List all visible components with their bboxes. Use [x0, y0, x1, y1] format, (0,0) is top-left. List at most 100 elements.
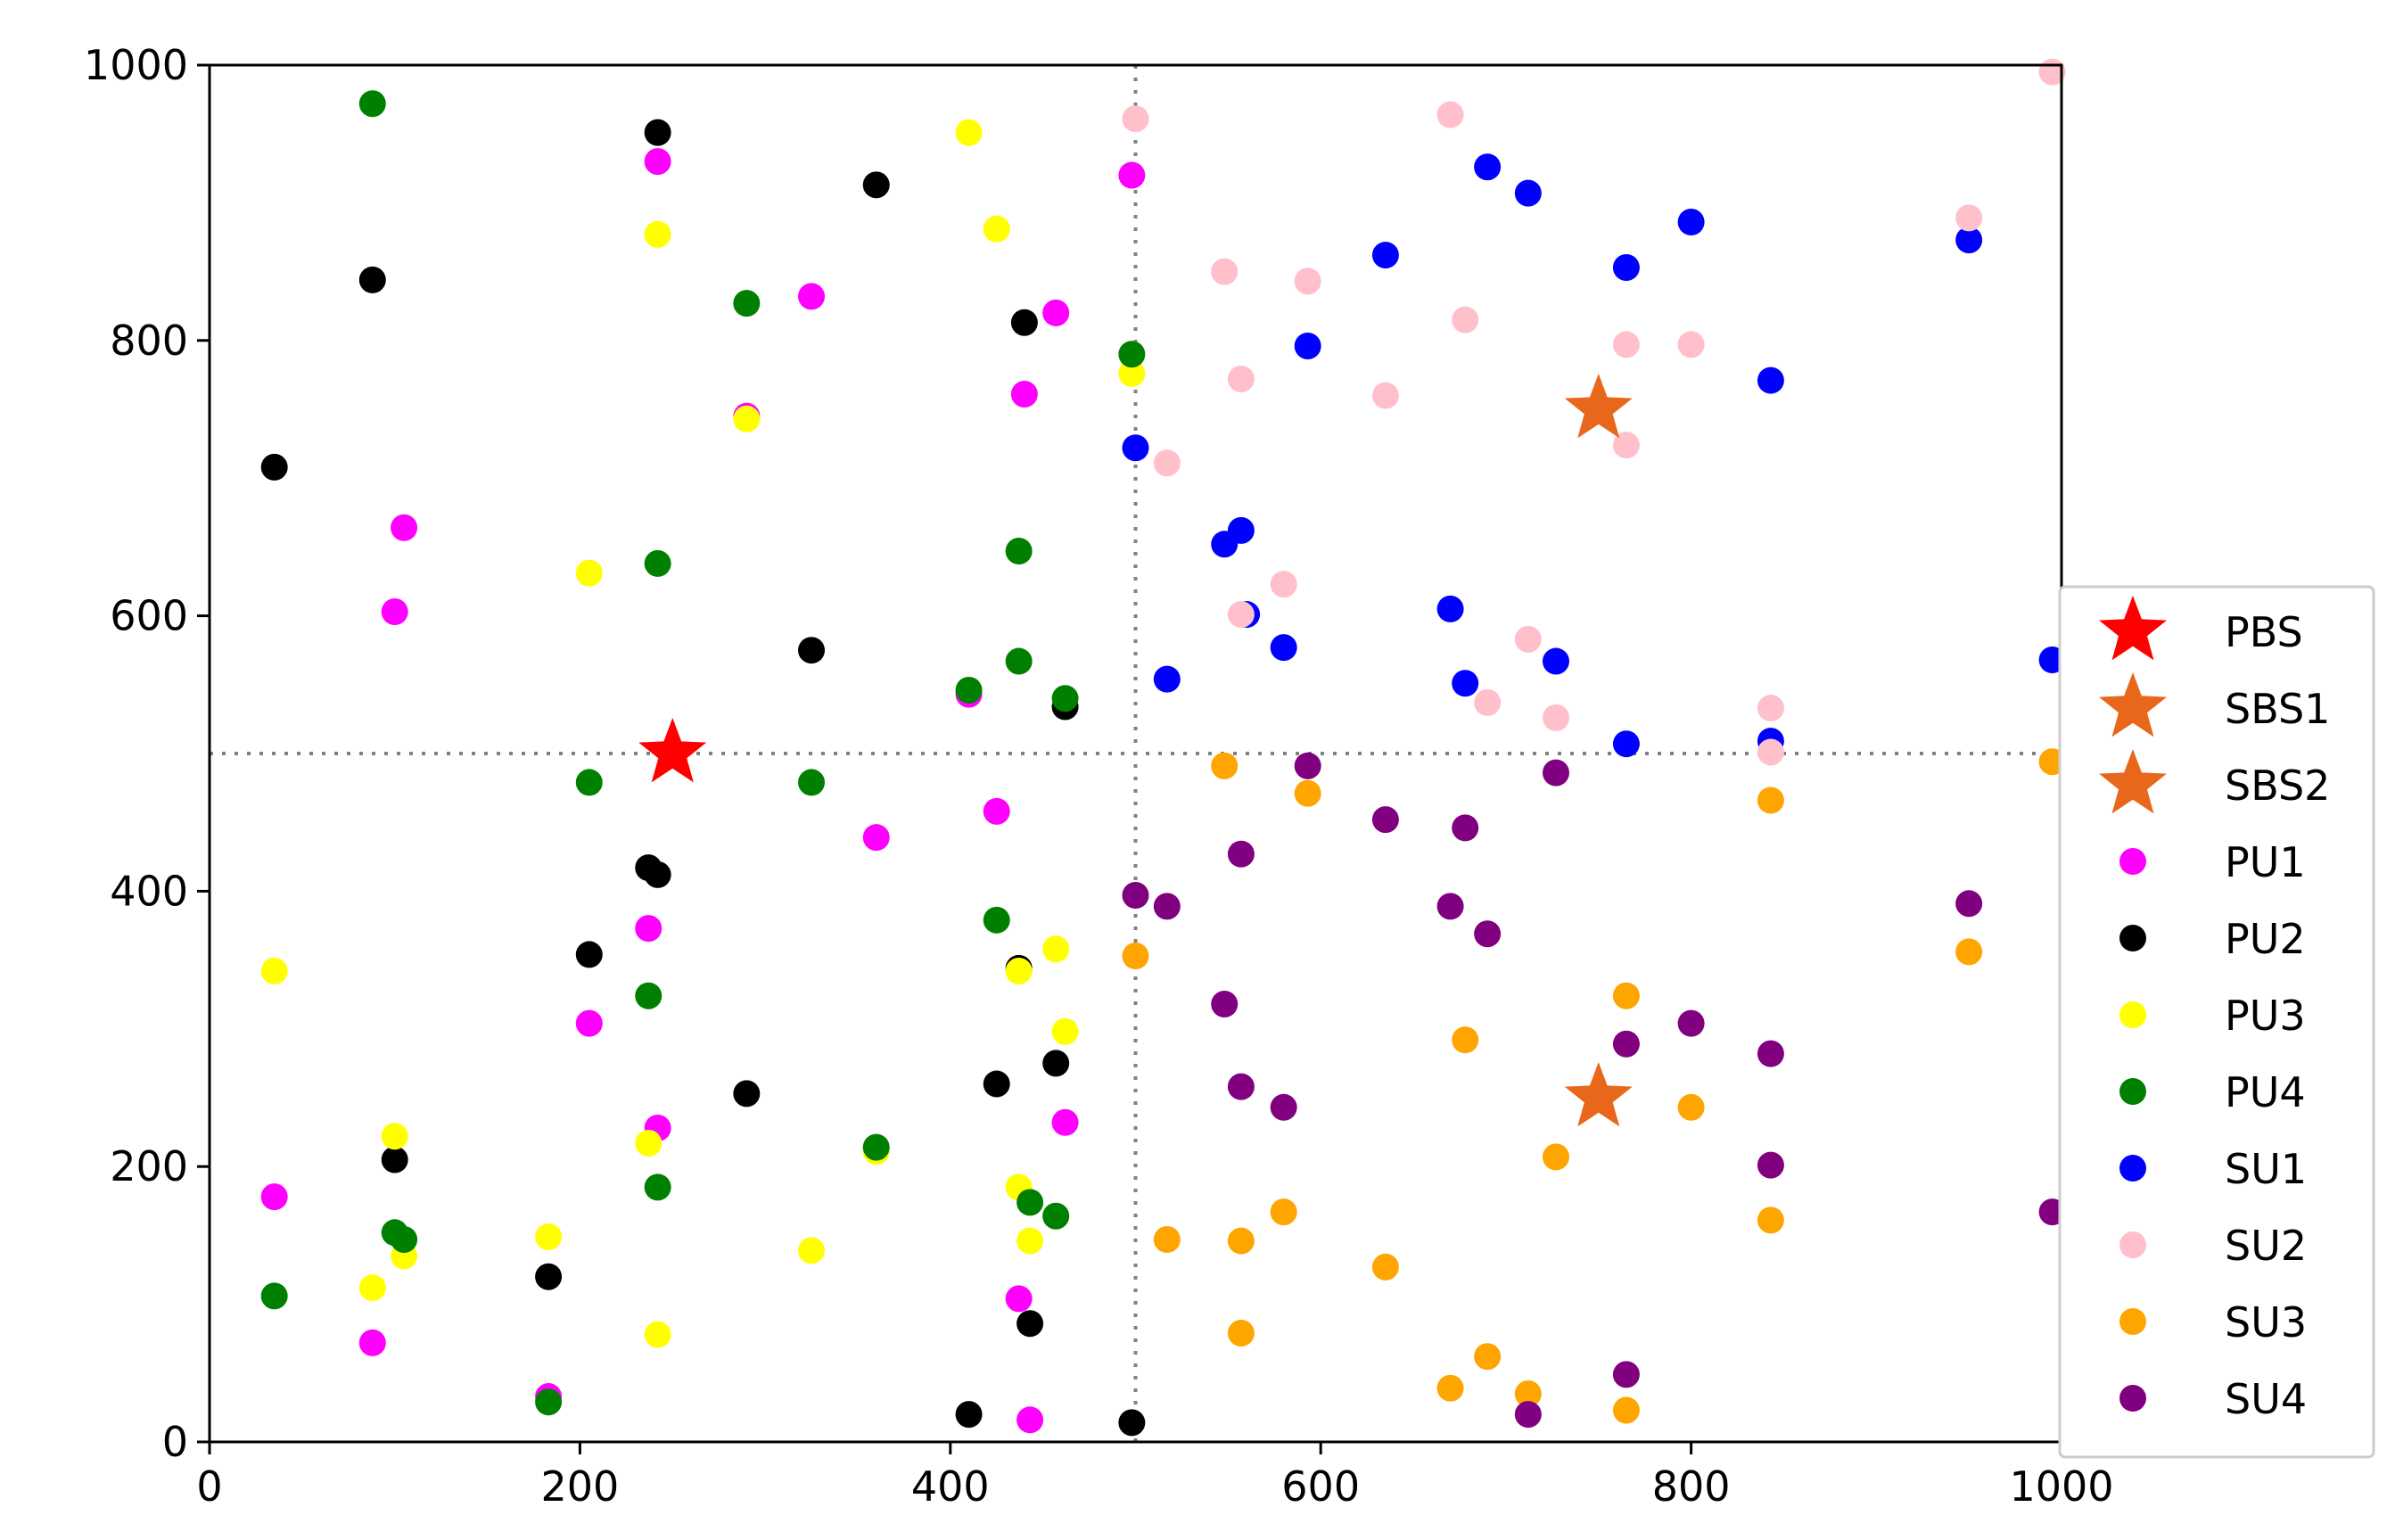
point-pu3	[1051, 1017, 1079, 1045]
reference-lines	[210, 65, 2062, 1442]
legend: PBS SBS1 SBS2 PU1 PU2 PU3 PU4 SU1 SU2 SU3 SU4	[2058, 585, 2375, 1459]
point-su4	[1371, 806, 1399, 834]
point-pu3	[260, 957, 288, 984]
point-su1	[1371, 242, 1399, 269]
point-su1	[1612, 730, 1640, 758]
point-pu2	[535, 1263, 563, 1290]
point-su1	[1677, 209, 1705, 236]
data-points	[260, 58, 2066, 1437]
series-su1	[1122, 153, 2066, 758]
point-pu3	[635, 1129, 663, 1157]
point-pu1	[1051, 1108, 1079, 1136]
legend-label-su2: SU2	[2225, 1222, 2307, 1270]
y-tick-label: 1000	[84, 41, 188, 89]
point-pu4	[733, 290, 761, 317]
y-tick-label: 200	[110, 1142, 188, 1190]
point-su2	[1612, 331, 1640, 358]
point-pu1	[862, 824, 890, 852]
point-su2	[1436, 101, 1464, 128]
point-pu2	[1010, 309, 1038, 336]
point-su2	[1211, 258, 1239, 285]
point-su2	[1757, 695, 1784, 722]
point-su2	[1474, 688, 1502, 716]
series-pbs	[638, 718, 707, 783]
point-su3	[1677, 1093, 1705, 1121]
point-pu4	[535, 1388, 563, 1416]
point-su3	[1211, 752, 1239, 779]
point-su4	[1227, 1073, 1255, 1100]
point-pu2	[798, 637, 826, 664]
point-pu3	[1042, 935, 1070, 963]
point-su3	[1514, 1379, 1542, 1407]
point-pu3	[798, 1237, 826, 1264]
point-su3	[1371, 1253, 1399, 1281]
point-pu1	[798, 283, 826, 310]
y-tick-label: 0	[162, 1418, 188, 1466]
point-pu4	[358, 90, 386, 118]
point-pu3	[955, 119, 983, 146]
point-su2	[1122, 105, 1149, 133]
point-su2	[1757, 738, 1784, 766]
point-pu1	[635, 915, 663, 943]
point-su4	[1612, 1030, 1640, 1058]
star-marker-sbs1	[1564, 374, 1633, 439]
point-pu3	[575, 559, 603, 587]
point-pu3	[644, 220, 671, 248]
star-marker-pbs	[638, 718, 707, 783]
legend-marker-su3	[2119, 1308, 2146, 1335]
point-pu2	[381, 1146, 408, 1174]
point-su3	[1122, 942, 1149, 969]
point-su2	[1452, 306, 1479, 334]
point-su4	[1270, 1093, 1297, 1121]
point-su2	[1371, 382, 1399, 409]
point-su4	[1436, 893, 1464, 920]
point-pu2	[955, 1401, 983, 1429]
point-su4	[1677, 1009, 1705, 1037]
legend-label-su1: SU1	[2225, 1145, 2307, 1193]
point-pu3	[983, 215, 1010, 243]
legend-label-sbs2: SBS2	[2225, 762, 2330, 810]
point-su3	[1757, 786, 1784, 814]
legend-marker-pu1	[2119, 848, 2146, 875]
point-su3	[1542, 1143, 1569, 1171]
legend-marker-sbs1	[2099, 672, 2167, 737]
point-pu4	[955, 676, 983, 704]
point-su4	[1757, 1040, 1784, 1067]
point-su4	[1955, 890, 1983, 918]
point-pu4	[635, 982, 663, 1009]
point-pu1	[381, 597, 408, 625]
point-su4	[1757, 1151, 1784, 1179]
point-pu3	[644, 1321, 671, 1348]
point-su3	[1612, 1396, 1640, 1424]
point-su1	[1122, 434, 1149, 462]
point-pu1	[575, 1009, 603, 1037]
x-tick-label: 0	[196, 1462, 222, 1511]
point-pu1	[1005, 1285, 1033, 1313]
point-su1	[1270, 634, 1297, 662]
point-su3	[1757, 1206, 1784, 1234]
point-pu4	[1042, 1202, 1070, 1230]
point-su1	[1294, 332, 1321, 359]
point-su3	[1270, 1198, 1297, 1226]
point-pu4	[391, 1226, 418, 1254]
legend-label-pu2: PU2	[2225, 915, 2306, 963]
series-su4	[1122, 752, 2066, 1429]
point-su1	[1955, 226, 1983, 254]
point-su1	[1436, 595, 1464, 622]
point-pu4	[260, 1282, 288, 1310]
legend-label-sbs1: SBS1	[2225, 685, 2330, 733]
legend-marker-pbs	[2099, 596, 2167, 661]
legend-label-pbs: PBS	[2225, 608, 2303, 656]
point-pu2	[983, 1070, 1010, 1098]
point-su1	[1474, 153, 1502, 181]
point-su2	[1153, 449, 1181, 477]
point-su3	[1612, 982, 1640, 1009]
legend-label-pu3: PU3	[2225, 992, 2306, 1040]
y-tick-label: 600	[110, 592, 188, 640]
y-tick-label: 800	[110, 317, 188, 365]
point-pu4	[644, 1174, 671, 1201]
point-pu1	[1118, 161, 1146, 189]
point-pu2	[644, 861, 671, 888]
